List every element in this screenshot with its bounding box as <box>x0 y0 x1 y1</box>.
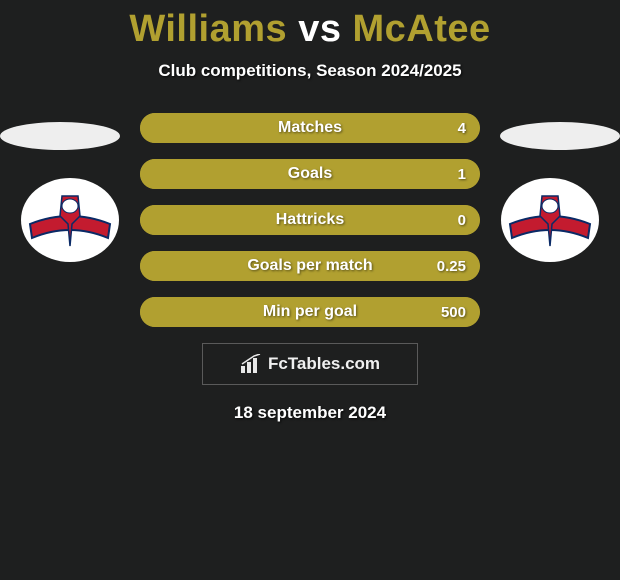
stat-row: Goals 1 <box>140 159 480 189</box>
stat-label: Goals <box>288 165 332 183</box>
stat-label: Min per goal <box>263 303 357 321</box>
crest-icon <box>20 178 120 263</box>
stat-value-right: 1 <box>458 166 466 183</box>
stat-row: Matches 4 <box>140 113 480 143</box>
brand-box: FcTables.com <box>202 343 418 385</box>
stat-row: Min per goal 500 <box>140 297 480 327</box>
stat-row: Goals per match 0.25 <box>140 251 480 281</box>
stat-label: Hattricks <box>276 211 344 229</box>
stat-row: Hattricks 0 <box>140 205 480 235</box>
player2-name: McAtee <box>353 8 491 50</box>
stat-label: Goals per match <box>247 257 372 275</box>
stats-container: Matches 4 Goals 1 Hattricks 0 Goals per match 0… <box>140 113 480 327</box>
stat-value-right: 0.25 <box>437 258 466 275</box>
club-crest-right <box>500 178 600 263</box>
decorative-ellipse-right <box>500 122 620 150</box>
comparison-title: Williams vs McAtee <box>0 0 620 51</box>
vs-separator: vs <box>287 8 352 50</box>
stat-value-right: 4 <box>458 120 466 137</box>
player1-name: Williams <box>129 8 287 50</box>
stat-label: Matches <box>278 119 342 137</box>
decorative-ellipse-left <box>0 122 120 150</box>
stat-value-right: 0 <box>458 212 466 229</box>
stat-value-right: 500 <box>441 304 466 321</box>
subtitle: Club competitions, Season 2024/2025 <box>0 61 620 81</box>
crest-icon <box>500 178 600 263</box>
club-crest-left <box>20 178 120 263</box>
date-label: 18 september 2024 <box>0 403 620 423</box>
chart-icon <box>240 354 262 374</box>
brand-label: FcTables.com <box>268 354 380 374</box>
